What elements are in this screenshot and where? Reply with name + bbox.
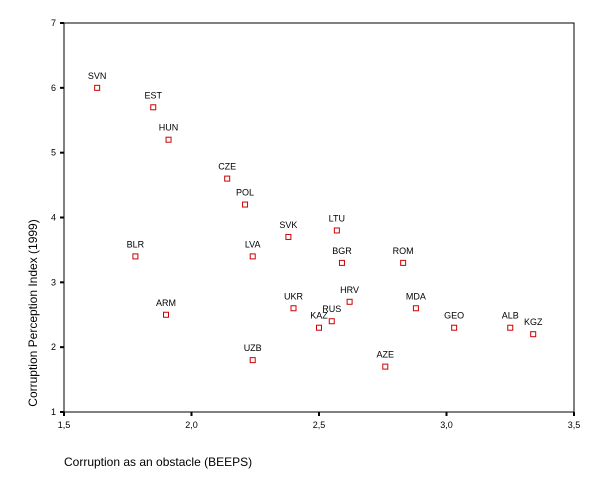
data-point xyxy=(451,324,458,331)
y-tick-label: 6 xyxy=(51,83,56,93)
data-point xyxy=(165,136,172,143)
y-tick-label: 7 xyxy=(51,18,56,28)
data-point xyxy=(333,227,340,234)
data-point xyxy=(285,233,292,240)
point-label: SVK xyxy=(279,220,297,230)
data-point xyxy=(400,259,407,266)
x-axis: 1,5 2,0 2,5 3,0 3,5 xyxy=(58,412,581,430)
y-tick-label: 5 xyxy=(51,148,56,158)
point-label: CZE xyxy=(218,162,236,172)
data-point xyxy=(163,311,169,318)
data-point xyxy=(224,175,231,182)
data-point xyxy=(249,357,256,364)
point-label: LTU xyxy=(329,213,345,223)
point-label: KGZ xyxy=(524,317,543,327)
y-tick-label: 2 xyxy=(51,342,56,352)
data-point xyxy=(530,331,537,338)
y-axis: 1 2 3 4 5 6 7 xyxy=(51,18,64,417)
data-point xyxy=(249,253,256,260)
data-point xyxy=(507,324,514,331)
plot-border xyxy=(63,22,575,413)
x-tick-label: 1,5 xyxy=(58,420,71,430)
point-label: GEO xyxy=(444,311,464,321)
point-label: SVN xyxy=(88,71,107,81)
data-point xyxy=(346,298,353,305)
y-tick-label: 4 xyxy=(51,213,56,223)
x-tick-label: 3,0 xyxy=(440,420,453,430)
point-label: UZB xyxy=(244,343,262,353)
point-label: BLR xyxy=(127,239,145,249)
point-label: MDA xyxy=(406,291,426,301)
data-point xyxy=(412,305,419,312)
point-label: BGR xyxy=(332,246,352,256)
data-point xyxy=(316,324,322,331)
point-label: UKR xyxy=(284,291,304,301)
point-label: ARM xyxy=(156,298,176,308)
x-tick-label: 3,5 xyxy=(568,420,581,430)
x-tick-label: 2,5 xyxy=(313,420,326,430)
point-label: POL xyxy=(236,188,254,198)
x-tick-label: 2,0 xyxy=(185,420,198,430)
y-axis-title: Corruption Perception Index (1999) xyxy=(26,219,40,406)
point-label: HRV xyxy=(340,285,359,295)
data-point xyxy=(150,104,157,111)
data-point xyxy=(338,259,345,266)
data-points: SVN EST HUN CZE POL SVK LTU BLR LVA BGR ROM ARM UKR H… xyxy=(88,71,543,370)
data-point xyxy=(328,318,335,325)
data-point xyxy=(242,201,249,208)
data-point xyxy=(132,253,139,260)
point-label: RUS xyxy=(322,304,341,314)
point-label: ROM xyxy=(393,246,414,256)
y-tick-label: 1 xyxy=(51,407,56,417)
point-label: KAZ xyxy=(310,311,328,321)
data-point xyxy=(382,363,389,370)
point-label: LVA xyxy=(245,239,261,249)
data-point xyxy=(94,84,101,91)
x-axis-title: Corruption as an obstacle (BEEPS) xyxy=(64,455,252,469)
point-label: HUN xyxy=(159,123,179,133)
data-point xyxy=(290,305,297,312)
plot-frame xyxy=(63,22,575,413)
point-label: AZE xyxy=(377,350,395,360)
y-tick-label: 3 xyxy=(51,277,56,287)
point-label: ALB xyxy=(502,311,519,321)
point-label: EST xyxy=(144,90,162,100)
